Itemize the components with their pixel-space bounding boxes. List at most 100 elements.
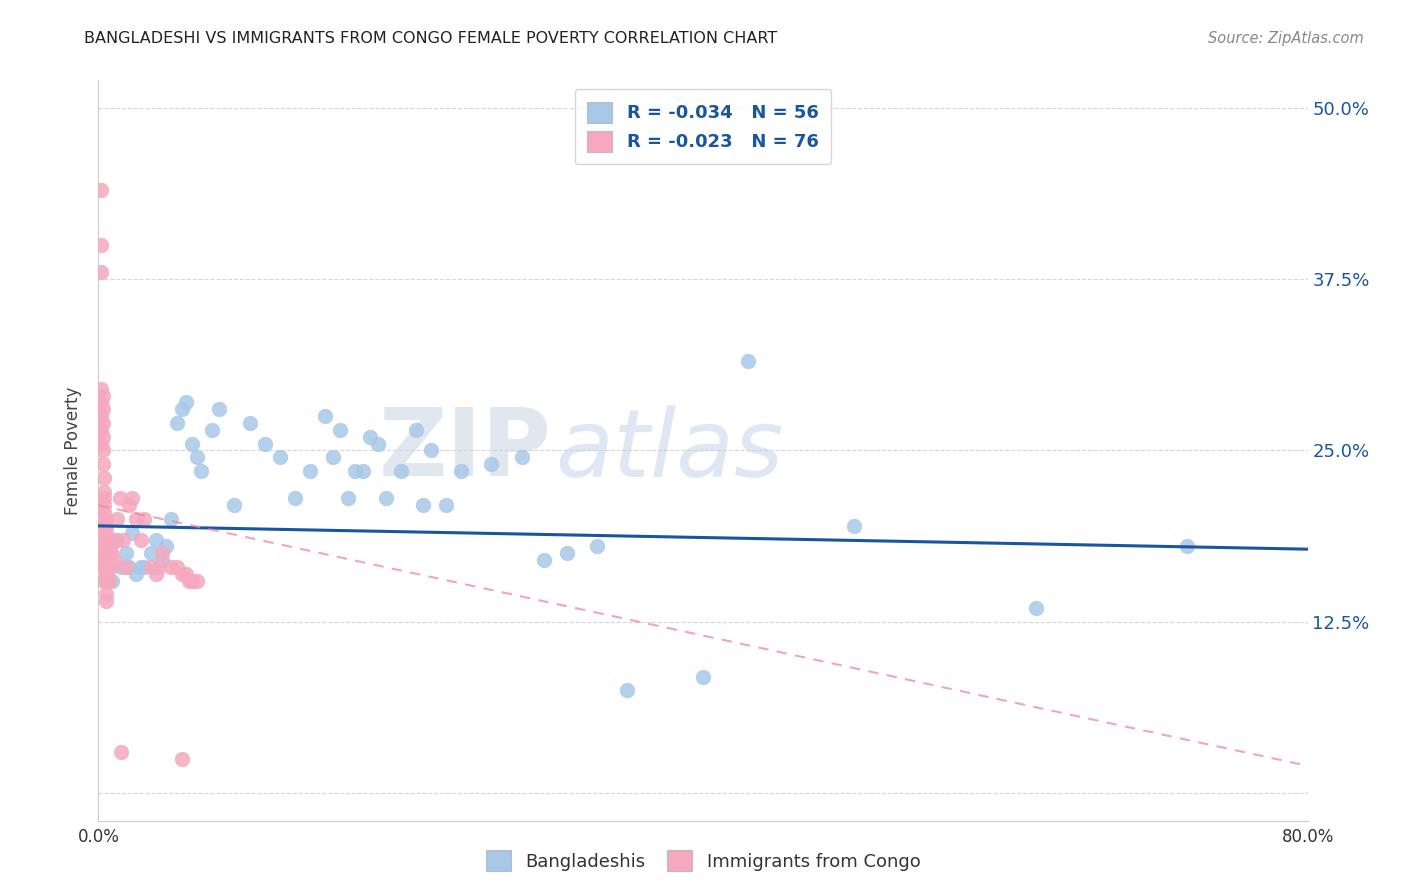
Point [360, 430, 382, 444]
Point [174, 566, 197, 581]
Point [299, 464, 322, 478]
Point [103, 533, 125, 547]
Point [352, 464, 374, 478]
Point [155, 540, 177, 554]
Point [94, 546, 117, 560]
Point [737, 354, 759, 368]
Point [186, 574, 208, 588]
Point [125, 512, 148, 526]
Point [844, 519, 866, 533]
Point [94, 519, 117, 533]
Point [132, 512, 155, 526]
Point [93, 491, 115, 506]
Point [100, 540, 122, 554]
Point [239, 416, 262, 430]
Point [208, 402, 231, 417]
Point [94, 587, 117, 601]
Point [105, 533, 128, 547]
Point [93, 553, 115, 567]
Point [93, 471, 115, 485]
Point [336, 491, 359, 506]
Point [181, 574, 204, 588]
Point [90, 409, 112, 424]
Point [91, 416, 114, 430]
Point [125, 566, 148, 581]
Point [96, 574, 118, 588]
Point [90, 395, 112, 409]
Point [129, 533, 152, 547]
Point [201, 423, 224, 437]
Point [322, 450, 344, 465]
Point [450, 464, 472, 478]
Point [101, 574, 124, 588]
Point [405, 423, 427, 437]
Point [94, 566, 117, 581]
Point [616, 683, 638, 698]
Point [170, 752, 193, 766]
Point [93, 546, 115, 560]
Point [91, 443, 114, 458]
Point [224, 498, 246, 512]
Point [114, 546, 136, 560]
Point [94, 533, 117, 547]
Legend: Bangladeshis, Immigrants from Congo: Bangladeshis, Immigrants from Congo [478, 843, 928, 879]
Point [108, 491, 131, 506]
Point [344, 464, 367, 478]
Point [150, 553, 173, 567]
Point [98, 560, 121, 574]
Point [181, 436, 204, 450]
Point [98, 546, 121, 560]
Point [90, 553, 112, 567]
Point [90, 265, 112, 279]
Point [179, 574, 201, 588]
Point [121, 491, 143, 506]
Point [90, 237, 112, 252]
Point [96, 546, 118, 560]
Point [90, 382, 112, 396]
Point [533, 553, 555, 567]
Point [145, 566, 167, 581]
Point [145, 533, 167, 547]
Point [367, 436, 389, 450]
Point [91, 389, 114, 403]
Point [93, 498, 115, 512]
Point [96, 560, 118, 574]
Point [389, 464, 412, 478]
Text: ZIP: ZIP [380, 404, 551, 497]
Point [412, 498, 434, 512]
Point [253, 436, 276, 450]
Point [434, 498, 457, 512]
Point [91, 519, 114, 533]
Legend: R = -0.034   N = 56, R = -0.023   N = 76: R = -0.034 N = 56, R = -0.023 N = 76 [575, 89, 831, 164]
Point [186, 450, 208, 465]
Point [269, 450, 291, 465]
Point [510, 450, 533, 465]
Point [91, 402, 114, 417]
Point [98, 540, 121, 554]
Point [93, 574, 115, 588]
Point [110, 560, 132, 574]
Point [111, 533, 134, 547]
Point [94, 525, 117, 540]
Point [96, 540, 118, 554]
Point [94, 512, 117, 526]
Point [132, 560, 155, 574]
Point [160, 512, 183, 526]
Point [481, 457, 503, 471]
Point [150, 546, 173, 560]
Point [91, 430, 114, 444]
Point [118, 498, 141, 512]
Point [93, 505, 115, 519]
Point [170, 402, 193, 417]
Point [148, 560, 170, 574]
Point [96, 533, 118, 547]
Point [121, 525, 143, 540]
Point [93, 484, 115, 499]
Point [118, 560, 141, 574]
Point [374, 491, 396, 506]
Point [314, 409, 336, 424]
Point [170, 566, 193, 581]
Point [166, 560, 188, 574]
Point [94, 546, 117, 560]
Y-axis label: Female Poverty: Female Poverty [65, 386, 83, 515]
